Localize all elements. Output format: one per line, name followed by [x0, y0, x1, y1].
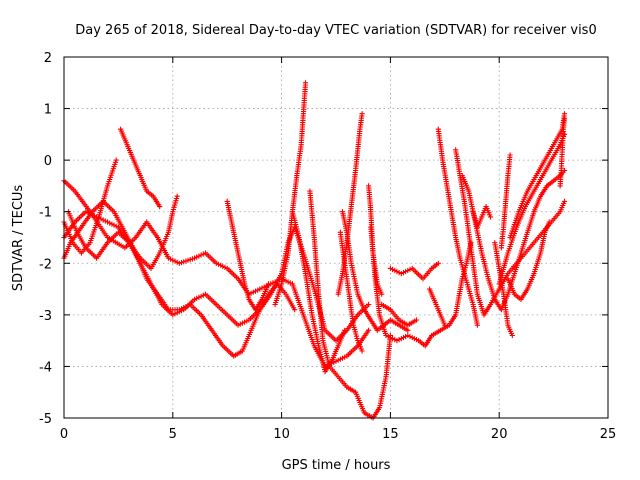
series-track-13: [335, 111, 365, 297]
series-track-24: [498, 152, 513, 251]
series-track-28: [557, 116, 568, 189]
axis-ticks: 0 5 10 15 20 25 -5 -4 -3 -2 -1 0 1 2: [39, 51, 616, 442]
series-track-5: [118, 126, 163, 210]
series-track-8: [272, 80, 309, 308]
series-markers: [339, 209, 411, 333]
series-markers: [470, 204, 494, 230]
x-tick-label: 15: [382, 427, 399, 442]
plot-frame: [63, 56, 609, 419]
x-tick-label: 25: [600, 427, 617, 442]
data-layer: [61, 80, 568, 421]
series-track-25: [496, 131, 568, 287]
series-markers: [435, 126, 480, 328]
series-markers: [61, 209, 372, 344]
x-tick-label: 10: [273, 427, 290, 442]
x-tick-label: 20: [491, 427, 508, 442]
y-tick-label: -5: [39, 412, 52, 427]
y-tick-label: 2: [44, 51, 52, 66]
chart-title: Day 265 of 2018, Sidereal Day-to-day VTE…: [75, 23, 596, 38]
series-markers: [427, 286, 448, 328]
series-markers: [496, 131, 568, 287]
series-markers: [505, 219, 552, 302]
y-tick-label: -4: [39, 360, 52, 375]
x-tick-label: 5: [169, 427, 177, 442]
series-track-19: [435, 126, 480, 328]
series-markers: [557, 116, 568, 189]
series-track-17: [387, 260, 441, 282]
series-markers: [387, 260, 441, 282]
y-tick-label: 1: [44, 103, 52, 118]
series-markers: [272, 80, 309, 308]
x-axis-label: GPS time / hours: [282, 458, 391, 473]
series-track-11: [339, 209, 411, 333]
series-track-18: [427, 286, 448, 328]
series-track-16: [379, 301, 420, 328]
y-tick-label: -3: [39, 309, 52, 324]
series-markers: [307, 188, 393, 421]
series-markers: [289, 209, 348, 375]
y-tick-label: -2: [39, 257, 52, 272]
series-markers: [224, 198, 272, 313]
series-track-15: [366, 183, 385, 297]
y-axis-label: SDTVAR / TECUs: [11, 185, 26, 292]
series-markers: [366, 183, 385, 297]
x-tick-label: 0: [60, 427, 68, 442]
series-track-7: [224, 198, 272, 313]
series-markers: [498, 152, 513, 251]
series-track-22: [470, 204, 494, 230]
series-track-9: [289, 209, 348, 375]
series-markers: [379, 301, 420, 328]
series-markers: [335, 111, 365, 297]
y-tick-label: 0: [44, 154, 52, 169]
series-track-27: [505, 219, 552, 302]
y-tick-label: -1: [39, 206, 52, 221]
series-track-10: [307, 188, 393, 421]
series-markers: [118, 126, 163, 210]
series-track-2: [61, 209, 372, 344]
